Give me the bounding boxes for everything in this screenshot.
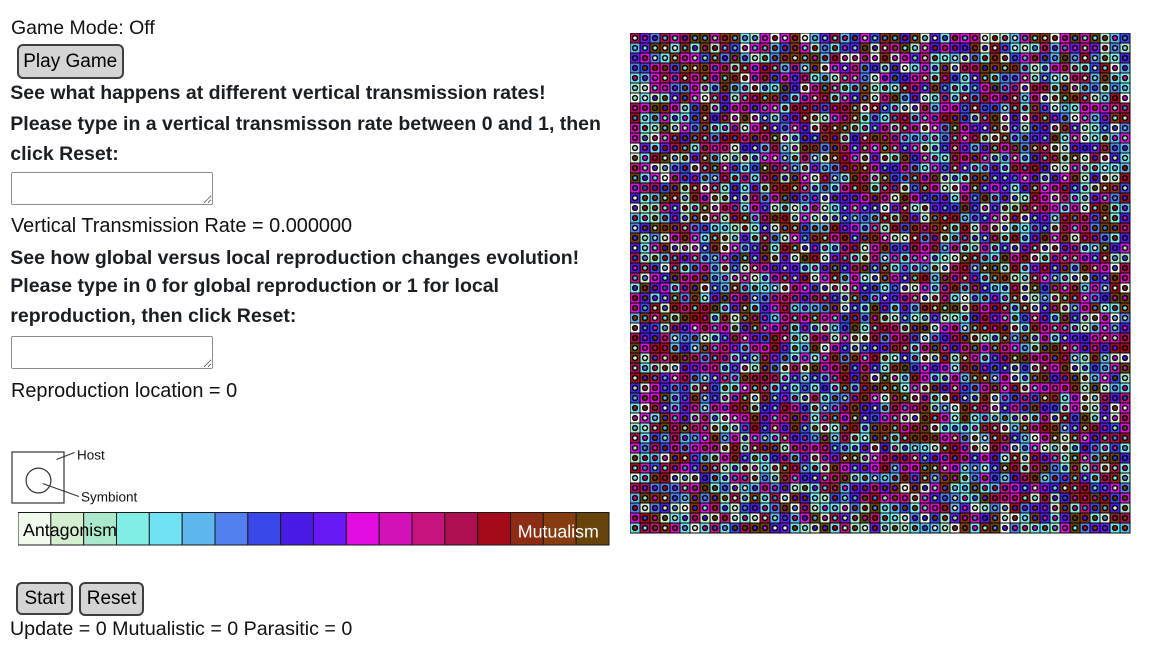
svg-text:Antagonism: Antagonism	[23, 520, 117, 540]
svg-text:Symbiont: Symbiont	[81, 490, 138, 505]
svg-text:Host: Host	[77, 448, 105, 463]
svg-text:Mutualism: Mutualism	[518, 521, 599, 541]
